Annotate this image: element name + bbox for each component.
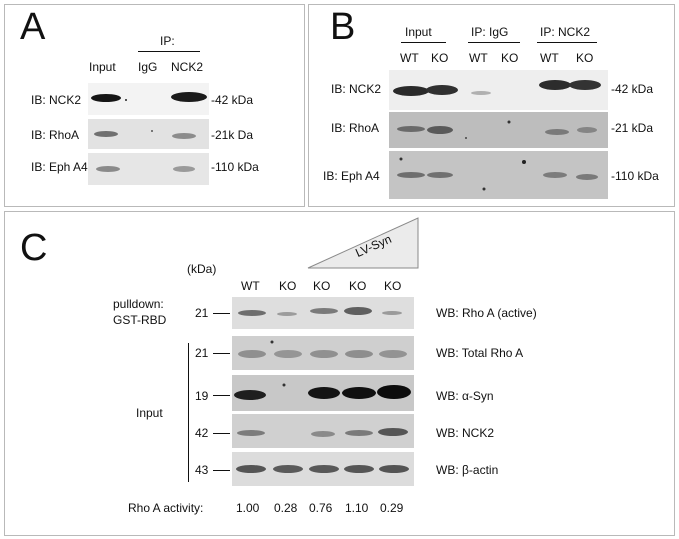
panel-c-tick-1	[213, 313, 230, 314]
panel-b-row-label-nck2: IB: NCK2	[331, 82, 382, 96]
panel-c-wb-1: WB: Rho A (active)	[436, 306, 537, 320]
panel-c-activity-5: 0.29	[380, 501, 404, 515]
panel-a-lane-igg: IgG	[138, 60, 158, 74]
panel-a-ip-bracket	[138, 51, 200, 52]
panel-a-mw-nck2: -42 kDa	[211, 93, 254, 107]
panel-b-mw-epha4: -110 kDa	[611, 169, 659, 183]
panel-c-tick-5	[213, 470, 230, 471]
panel-c-blot-total-rhoa	[232, 336, 414, 370]
panel-c-input-label: Input	[136, 406, 163, 420]
panel-c-mw-4: 42	[195, 426, 209, 440]
panel-c-activity-1: 1.00	[236, 501, 260, 515]
panel-c-blot-rhoa-active	[232, 297, 414, 329]
panel-c-blot-beta-actin	[232, 452, 414, 486]
panel-c-blot-alpha-syn	[232, 375, 414, 411]
panel-c-activity-label: Rho A activity:	[128, 501, 204, 515]
panel-a-blot-rhoa	[88, 119, 209, 149]
panel-b-group-igg: IP: IgG	[471, 25, 509, 39]
panel-c-wb-3: WB: α-Syn	[436, 389, 494, 403]
panel-a-blot-nck2	[88, 83, 209, 115]
panel-b-lane-1: WT	[400, 51, 419, 65]
panel-a-mw-rhoa: -21k Da	[211, 128, 254, 142]
panel-b-group-nck2: IP: NCK2	[540, 25, 591, 39]
panel-c-lv-syn-wedge	[307, 217, 419, 269]
panel-c-activity-2: 0.28	[274, 501, 298, 515]
panel-b-mw-rhoa: -21 kDa	[611, 121, 654, 135]
panel-c-tick-3	[213, 395, 230, 396]
panel-c-input-bracket	[188, 343, 189, 482]
panel-a-lane-nck2: NCK2	[171, 60, 204, 74]
panel-c-wb-2: WB: Total Rho A	[436, 346, 524, 360]
panel-c-mw-1: 21	[195, 306, 209, 320]
panel-c-mw-3: 19	[195, 389, 209, 403]
panel-c-letter: C	[20, 227, 48, 269]
panel-b-lane-6: KO	[576, 51, 594, 65]
panel-c-wb-4: WB: NCK2	[436, 426, 495, 440]
panel-c-lane-1: WT	[241, 279, 260, 293]
panel-c-lane-2: KO	[279, 279, 297, 293]
panel-c-tick-4	[213, 433, 230, 434]
panel-b-blot-nck2	[389, 70, 608, 110]
panel-c-lane-5: KO	[384, 279, 402, 293]
panel-b-blot-epha4	[389, 151, 608, 199]
panel-c-wb-5: WB: β-actin	[436, 463, 499, 477]
panel-a-row-label-epha4: IB: Eph A4	[31, 160, 88, 174]
panel-a-lane-input: Input	[89, 60, 116, 74]
panel-c-kda-header: (kDa)	[187, 262, 217, 276]
panel-c-pulldown-label-2: GST-RBD	[113, 313, 167, 327]
panel-a-letter: A	[20, 6, 46, 48]
panel-b-row-label-rhoa: IB: RhoA	[331, 121, 380, 135]
panel-c-pulldown-label-1: pulldown:	[113, 297, 164, 311]
panel-c-mw-5: 43	[195, 463, 209, 477]
panel-b-group-input: Input	[405, 25, 432, 39]
panel-c-lane-4: KO	[349, 279, 367, 293]
panel-b-row-label-epha4: IB: Eph A4	[323, 169, 380, 183]
panel-c-activity-4: 1.10	[345, 501, 369, 515]
panel-b-lane-4: KO	[501, 51, 519, 65]
panel-b-lane-3: WT	[469, 51, 488, 65]
panel-a-row-label-rhoa: IB: RhoA	[31, 128, 80, 142]
panel-b-group-igg-bracket	[468, 42, 520, 43]
panel-b-mw-nck2: -42 kDa	[611, 82, 654, 96]
panel-b-lane-5: WT	[540, 51, 559, 65]
panel-b-blot-rhoa	[389, 112, 608, 148]
panel-a-blot-epha4	[88, 153, 209, 185]
panel-c-mw-2: 21	[195, 346, 209, 360]
panel-c-lane-3: KO	[313, 279, 331, 293]
panel-b-lane-2: KO	[431, 51, 449, 65]
panel-a-mw-epha4: -110 kDa	[211, 160, 259, 174]
panel-b-group-input-bracket	[401, 42, 446, 43]
panel-c-blot-nck2	[232, 414, 414, 448]
panel-b-letter: B	[330, 6, 356, 48]
panel-b-group-nck2-bracket	[537, 42, 597, 43]
panel-a-ip-header: IP:	[160, 34, 175, 48]
panel-a-row-label-nck2: IB: NCK2	[31, 93, 82, 107]
panel-c-tick-2	[213, 353, 230, 354]
panel-c-activity-3: 0.76	[309, 501, 333, 515]
